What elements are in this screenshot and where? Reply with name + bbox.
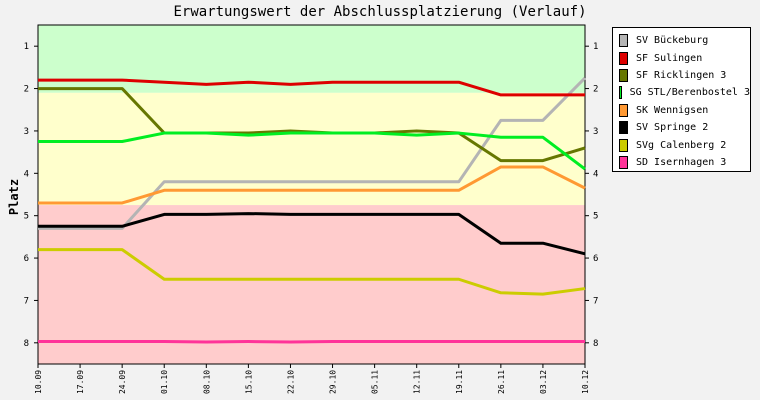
chart-title: Erwartungswert der Abschlussplatzierung … <box>173 4 587 20</box>
legend-label-2: SF Ricklingen 3 <box>636 69 727 81</box>
y-tick-label-left-4: 4 <box>24 169 29 179</box>
legend-label-7: SD Isernhagen 3 <box>636 156 727 168</box>
x-tick-label-1: 17.09 <box>76 370 85 394</box>
legend-swatch-0 <box>619 34 628 48</box>
x-tick-label-3: 01.10 <box>160 370 169 394</box>
legend-label-5: SV Springe 2 <box>636 122 709 134</box>
y-tick-label-left-5: 5 <box>24 212 29 222</box>
legend-item-5: SV Springe 2 <box>613 119 750 136</box>
legend-swatch-3 <box>619 86 622 100</box>
y-tick-label-right-2: 2 <box>593 85 598 95</box>
legend-item-6: SVg Calenberg 2 <box>613 136 750 153</box>
y-tick-label-left-3: 3 <box>24 127 29 137</box>
y-tick-label-right-1: 1 <box>593 42 598 52</box>
legend-item-3: SG STL/Berenbostel 3 <box>613 84 750 101</box>
y-tick-label-left-7: 7 <box>24 296 29 306</box>
zone-band-1 <box>38 92 585 206</box>
legend-label-4: SK Wennigsen <box>636 104 709 116</box>
legend-item-0: SV Bückeburg <box>613 32 750 49</box>
y-tick-label-left-6: 6 <box>24 254 29 264</box>
legend-swatch-1 <box>619 51 628 65</box>
x-tick-label-6: 22.10 <box>286 370 295 394</box>
x-tick-label-13: 10.12 <box>581 370 590 394</box>
series-line-1 <box>38 78 585 97</box>
y-tick-label-right-8: 8 <box>593 339 598 349</box>
legend-swatch-7 <box>619 155 628 169</box>
legend-item-2: SF Ricklingen 3 <box>613 67 750 84</box>
series-line-0 <box>38 76 587 230</box>
chart-legend: SV Bückeburg SF Sulingen SF Ricklingen 3 SG… <box>612 27 751 172</box>
y-tick-label-right-6: 6 <box>593 254 598 264</box>
series-line-5 <box>38 212 586 256</box>
x-tick-label-11: 26.11 <box>497 370 506 394</box>
y-tick-label-left-8: 8 <box>24 339 29 349</box>
x-tick-label-5: 15.10 <box>244 370 253 394</box>
y-tick-label-right-3: 3 <box>593 127 598 137</box>
legend-swatch-5 <box>619 121 628 135</box>
legend-swatch-4 <box>619 103 628 117</box>
x-tick-label-7: 29.10 <box>329 370 338 394</box>
y-tick-label-right-5: 5 <box>593 212 598 222</box>
y-tick-label-right-7: 7 <box>593 296 598 306</box>
x-tick-label-0: 10.09 <box>34 370 43 394</box>
x-tick-label-4: 08.10 <box>202 370 211 394</box>
legend-label-0: SV Bückeburg <box>636 35 709 47</box>
y-tick-label-right-4: 4 <box>593 169 598 179</box>
legend-item-1: SF Sulingen <box>613 49 750 66</box>
series-line-4 <box>38 165 586 205</box>
series-line-3 <box>38 131 586 171</box>
legend-item-7: SD Isernhagen 3 <box>613 154 750 171</box>
legend-swatch-2 <box>619 68 628 82</box>
legend-swatch-6 <box>619 138 628 152</box>
x-tick-label-8: 05.11 <box>371 370 380 394</box>
y-tick-label-left-1: 1 <box>24 42 29 52</box>
plot-frame <box>37 24 586 365</box>
x-tick-label-9: 12.11 <box>413 370 422 394</box>
x-tick-label-10: 19.11 <box>455 370 464 394</box>
series-line-6 <box>38 248 586 296</box>
zone-band-2 <box>38 205 585 364</box>
x-tick-label-2: 24.09 <box>118 370 127 394</box>
legend-label-3: SG STL/Berenbostel 3 <box>629 87 750 99</box>
x-tick-label-12: 03.12 <box>539 370 548 394</box>
y-tick-label-left-2: 2 <box>24 85 29 95</box>
legend-label-6: SVg Calenberg 2 <box>636 139 727 151</box>
legend-label-1: SF Sulingen <box>636 52 703 64</box>
legend-item-4: SK Wennigsen <box>613 102 750 119</box>
